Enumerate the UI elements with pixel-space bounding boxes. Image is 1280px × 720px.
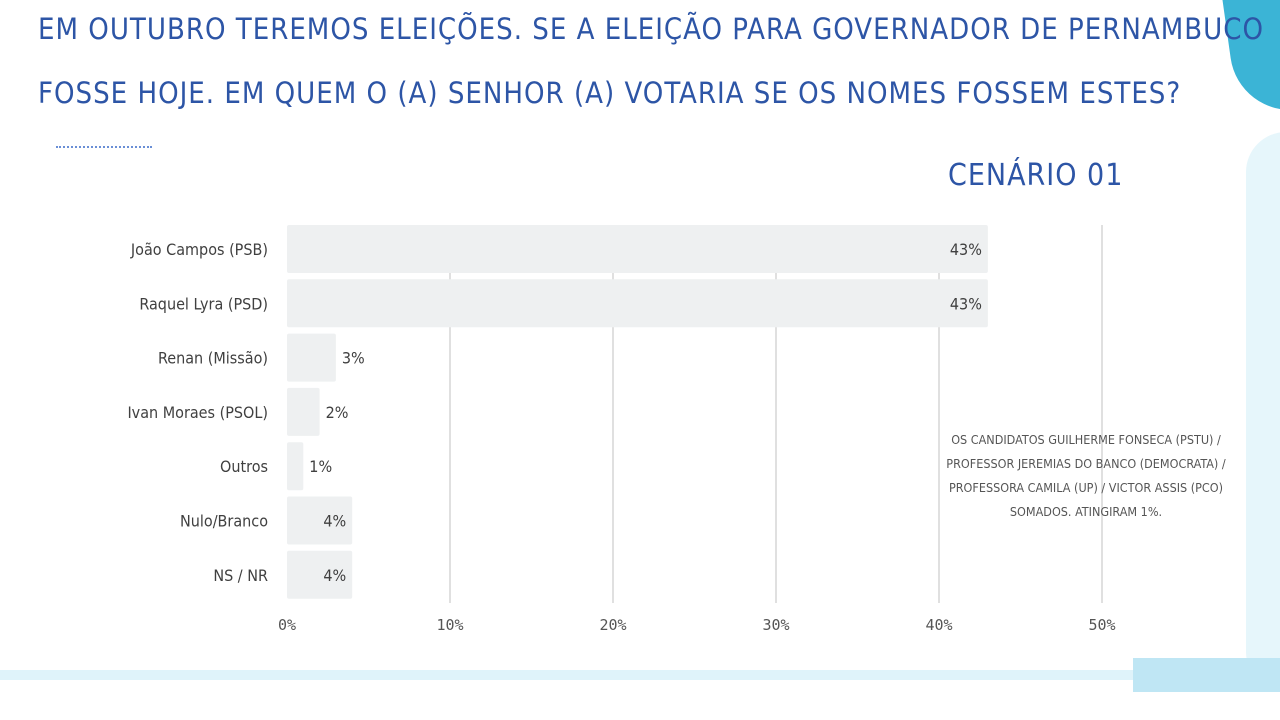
bar-value-label: 43% [950,240,982,259]
category-label: Ivan Moraes (PSOL) [127,403,268,422]
x-tick-label: 40% [925,616,952,634]
bar-value-label: 3% [342,349,365,368]
scenario-heading: CENÁRIO 01 [948,158,1124,193]
bar [287,550,353,599]
x-tick-label: 0% [278,616,296,634]
dotted-divider [56,146,152,148]
x-tick-label: 20% [599,616,626,634]
title-line-2: FOSSE HOJE. EM QUEM O (A) SENHOR (A) VOT… [38,76,1182,110]
bar [287,387,320,436]
x-tick-label: 10% [436,616,463,634]
x-tick-label: 30% [762,616,789,634]
category-label: Renan (Missão) [158,349,268,368]
category-label: Outros [220,457,268,476]
bar [287,442,304,491]
bar-value-label: 2% [326,403,349,422]
bar-value-label: 1% [309,457,332,476]
decorative-line-bottom [0,670,1246,680]
bar-value-label: 43% [950,294,982,313]
bar [287,225,988,273]
x-tick-label: 50% [1088,616,1115,634]
bar-value-label: 4% [323,512,346,531]
category-label: João Campos (PSB) [130,240,268,259]
bar-value-label: 4% [323,566,346,585]
category-label: NS / NR [213,566,268,585]
category-label: Nulo/Branco [180,512,268,531]
category-label: Raquel Lyra (PSD) [139,294,268,313]
bar [287,333,336,382]
decorative-block-bottom-right [1133,658,1280,692]
chart-note: OS CANDIDATOS GUILHERME FONSECA (PSTU) /… [946,432,1226,519]
bar [287,279,988,328]
bar [287,496,353,545]
title-line-1: EM OUTUBRO TEREMOS ELEIÇÕES. SE A ELEIÇÃ… [38,12,1264,46]
decorative-panel-right [1246,132,1280,692]
